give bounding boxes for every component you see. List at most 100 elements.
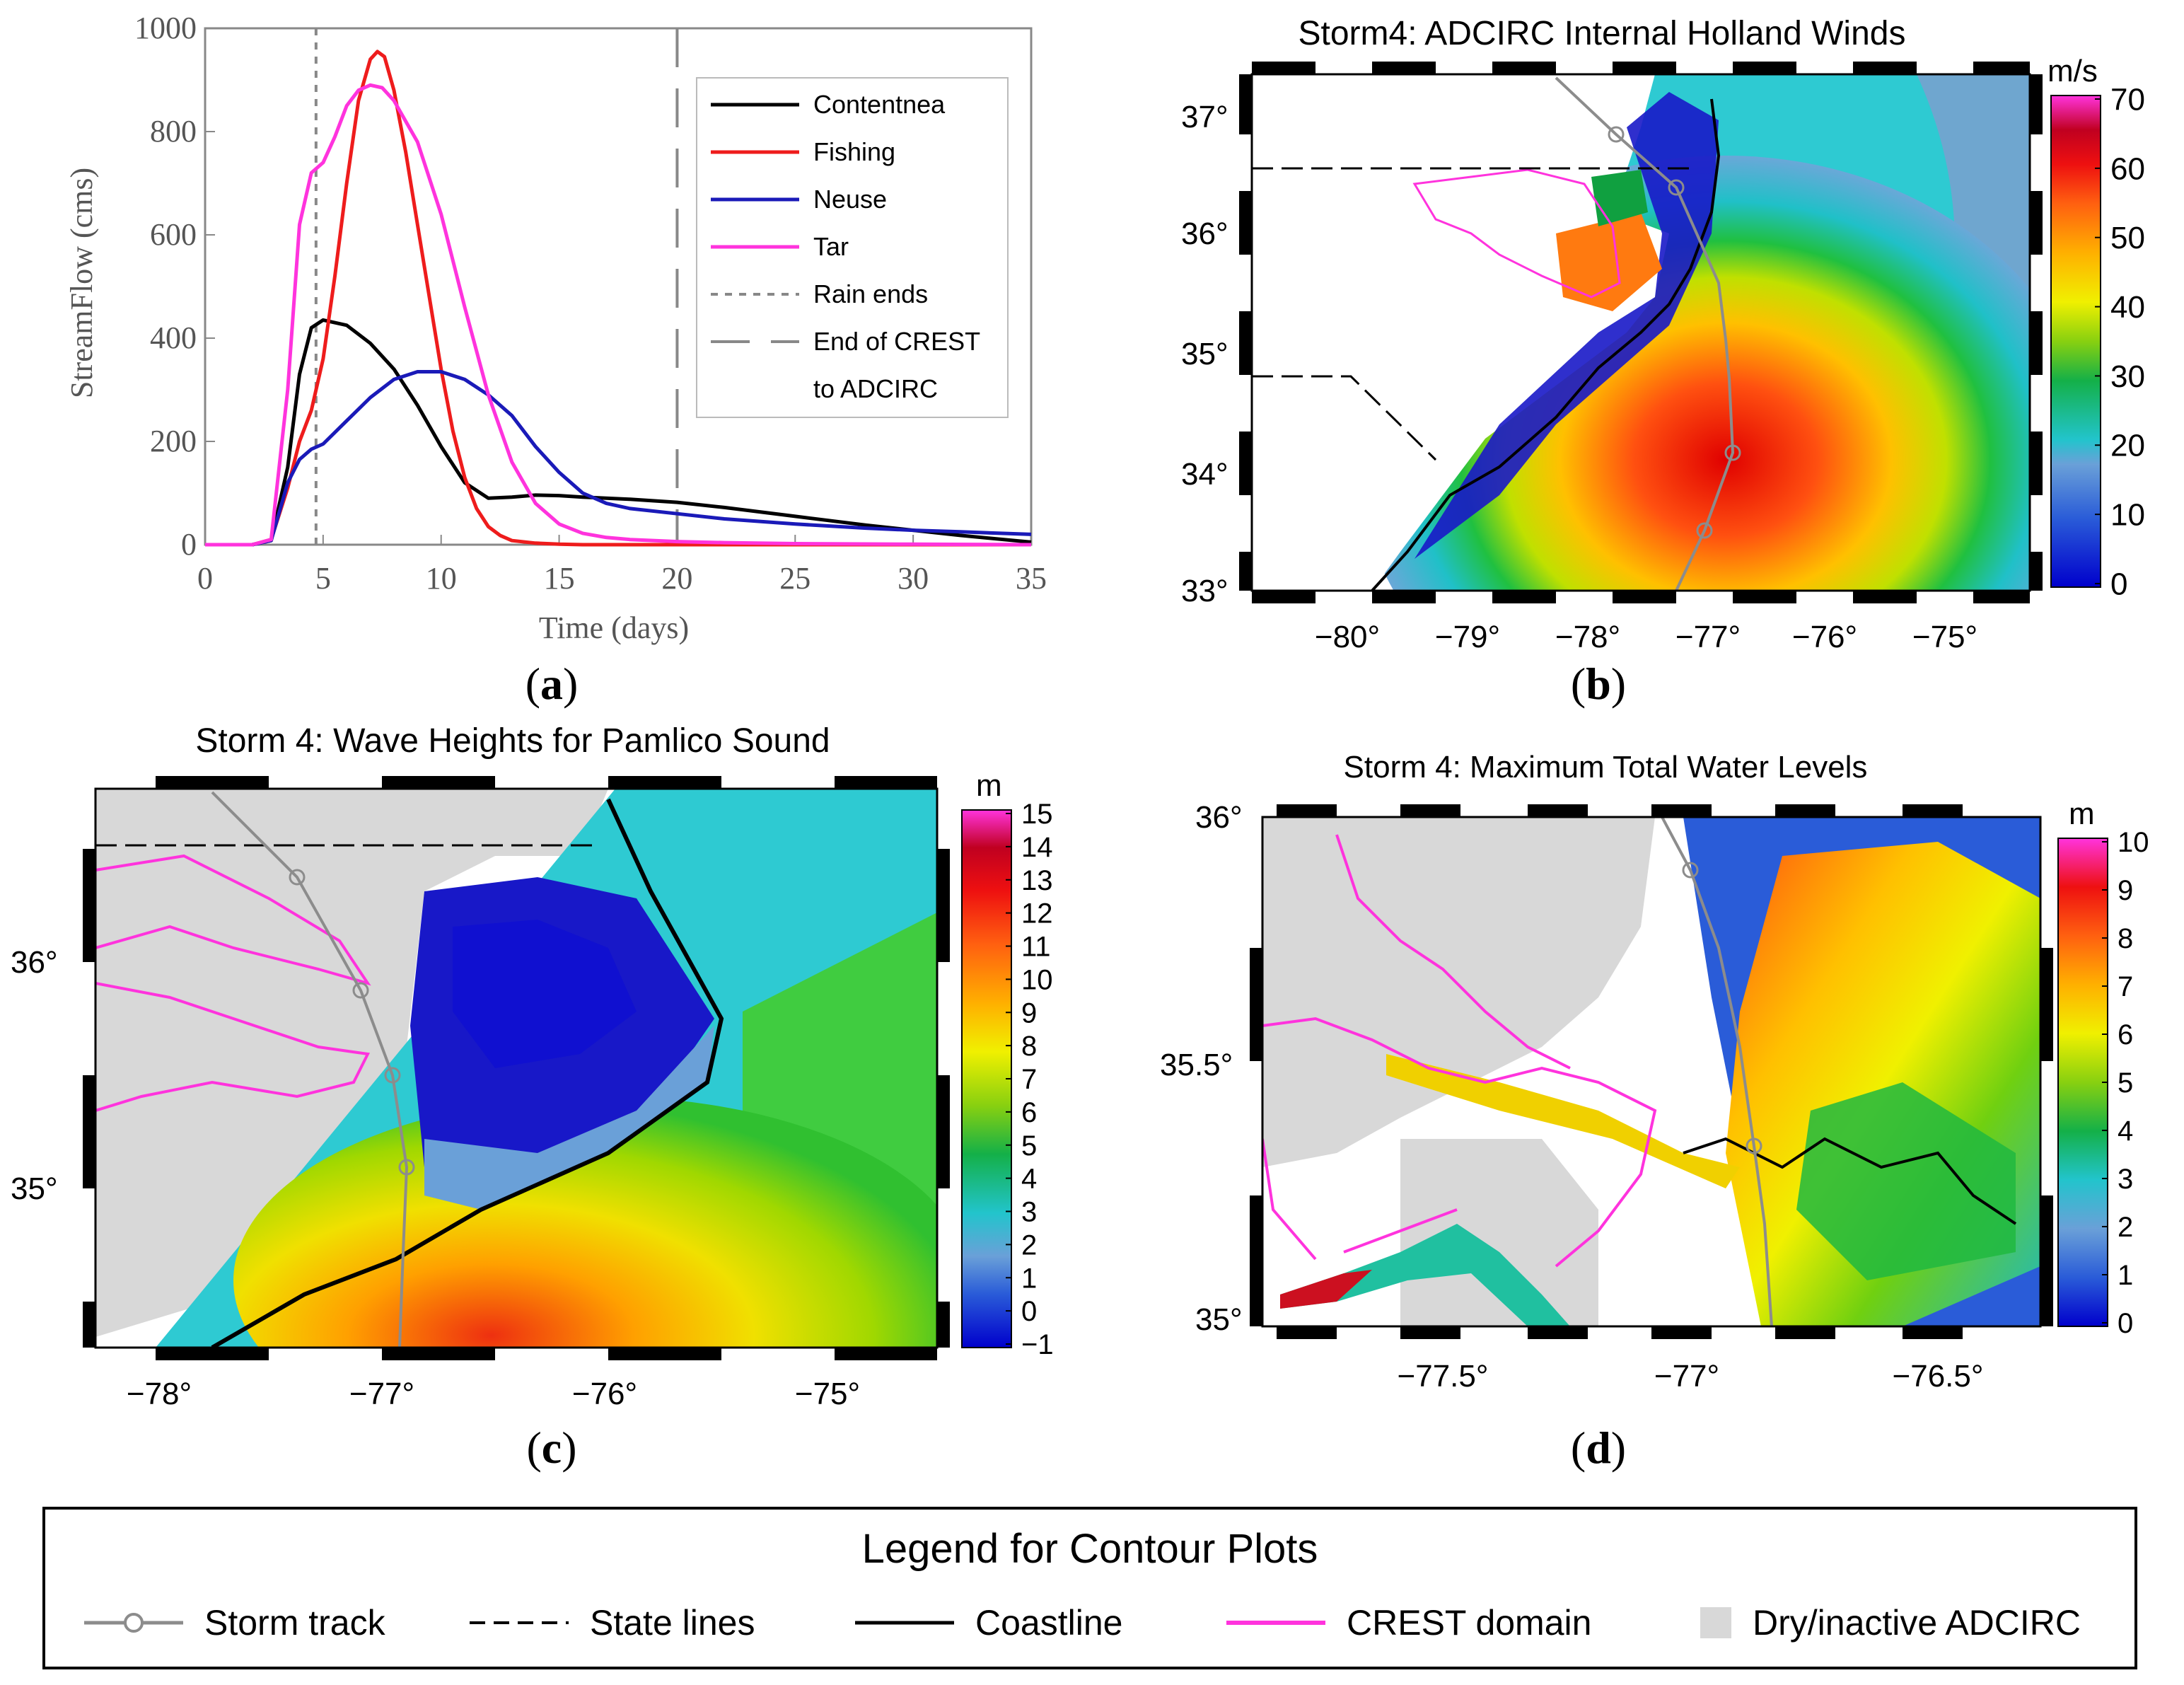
lon-tick-d: −77° (1654, 1359, 1719, 1394)
colorbar-tick-label: 10 (1021, 964, 1053, 995)
caption-c: (c) (526, 1423, 577, 1473)
x-tick-label: 30 (898, 561, 929, 596)
inland-water-b (1415, 92, 1719, 559)
legend-label-dry-inactive: Dry/inactive ADCIRC (1753, 1603, 2081, 1643)
colorbar-tick-label: 10 (2118, 827, 2149, 858)
crest-domain-b (1412, 168, 1621, 299)
colorbar-c (961, 809, 1012, 1348)
panel-d: Storm 4: Maximum Total Water Levels (1103, 714, 2184, 1473)
colorbar-tick-label: 10 (2110, 498, 2145, 533)
lat-tick-c: 36° (11, 945, 58, 980)
legend-item-storm-track: Storm track (84, 1602, 385, 1644)
map-frame-c (94, 787, 939, 1349)
colorbar-tick-label: 60 (2110, 151, 2145, 186)
river-surge-d (1386, 1054, 1740, 1188)
map-border-b (1239, 62, 2043, 603)
colorbar-tick-label: 9 (2118, 875, 2133, 906)
caption-d: (d) (1570, 1423, 1627, 1473)
state-line-b2 (1252, 375, 1437, 461)
crest-domain-c (95, 854, 371, 1112)
lat-tick-d: 36° (1195, 800, 1243, 835)
colorbar-tick-label: 20 (2110, 429, 2145, 463)
crest-domain-swatch (1226, 1621, 1325, 1625)
colorbar-tick-label: 7 (2118, 971, 2133, 1002)
series-fishing (205, 50, 1031, 547)
x-tick-label: 5 (315, 561, 331, 596)
colorbar-tick-label: 13 (1021, 865, 1053, 896)
wave-field (233, 1096, 937, 1348)
title-b: Storm4: ADCIRC Internal Holland Winds (1298, 15, 1906, 52)
lon-tick-b: −78° (1555, 620, 1620, 654)
map-border-c (83, 776, 950, 1360)
x-tick-label: 15 (544, 561, 575, 596)
colorbar-tick-label: 14 (1021, 832, 1053, 863)
caption-a: (a) (525, 659, 579, 709)
colorbar-unit-b: m/s (2047, 54, 2098, 88)
x-tick-label: 10 (426, 561, 457, 596)
colorbar-tick-label: 9 (1021, 997, 1037, 1029)
legend-label-storm-track: Storm track (204, 1603, 385, 1643)
legend-item-crest-domain: CREST domain (1226, 1602, 1591, 1644)
panel-c: Storm 4: Wave Heights for Pamlico Sound (0, 714, 1075, 1473)
y-axis-label: StreamFlow (cms) (64, 168, 99, 398)
colorbar-b (2050, 95, 2101, 588)
wave-map: 36° 35° −78° −77° −76° −75° m 1514131211… (11, 768, 1054, 1411)
streamflow-chart: 0 5 10 15 20 25 30 35 0 200 400 600 800 1000 StreamFl… (64, 11, 1047, 645)
legend-tar: Tar (813, 232, 849, 261)
y-tick-label: 0 (181, 527, 197, 562)
series-tar (205, 83, 1032, 547)
lon-tick-c: −76° (572, 1377, 637, 1411)
storm-track-c (211, 791, 409, 1348)
colorbar-tick-label: 0 (2110, 567, 2127, 601)
colorbar-tick-label: 1 (2118, 1260, 2133, 1291)
dry-area-d (1262, 817, 1655, 1167)
colorbar-tick-label: 4 (2118, 1116, 2133, 1147)
contour-legend: Legend for Contour Plots Storm track Sta… (42, 1507, 2137, 1669)
legend-label-state-lines: State lines (590, 1603, 755, 1643)
lat-tick-b: 34° (1181, 457, 1228, 492)
lon-tick-d: −76.5° (1893, 1359, 1984, 1394)
colorbar-tick-label: 8 (1021, 1031, 1037, 1062)
lon-tick-c: −77° (349, 1377, 414, 1411)
lat-tick-c: 35° (11, 1171, 58, 1206)
coastline-d (1683, 1137, 2017, 1225)
x-tick-label: 20 (661, 561, 692, 596)
legend-label-coastline: Coastline (975, 1603, 1123, 1643)
state-lines-swatch (470, 1621, 569, 1624)
colorbar-d (2057, 838, 2108, 1327)
legend-rain-ends: Rain ends (813, 279, 928, 308)
colorbar-tick-label: 3 (1021, 1197, 1037, 1228)
colorbar-tick-label: 0 (1021, 1296, 1037, 1327)
y-tick-label: 400 (150, 320, 197, 355)
colorbar-tick-label: 11 (1021, 932, 1051, 963)
x-tick-label: 25 (779, 561, 811, 596)
lon-tick-b: −77° (1675, 620, 1741, 654)
colorbar-tick-label: 8 (2118, 923, 2133, 954)
lat-tick-b: 37° (1181, 100, 1228, 134)
colorbar-tick-label: 5 (2118, 1067, 2133, 1099)
crest-domain-d (1262, 834, 1657, 1268)
lat-tick-d: 35.5° (1160, 1048, 1233, 1082)
panel-b: Storm4: ADCIRC Internal Holland Winds (1103, 0, 2184, 709)
legend-item-state-lines: State lines (470, 1602, 755, 1644)
y-tick-label: 800 (150, 114, 197, 149)
lat-tick-b: 33° (1181, 574, 1228, 608)
storm-track-b (1555, 76, 1735, 591)
colorbar-tick-label: 30 (2110, 359, 2145, 394)
colorbar-tick-label: 2 (2118, 1212, 2133, 1243)
coastline-swatch (855, 1621, 954, 1625)
storm-track-d (1661, 817, 1773, 1326)
colorbar-tick-label: 40 (2110, 290, 2145, 325)
x-tick-label: 0 (197, 561, 213, 596)
wind-map: 37° 36° 35° 34° 33° −80° −79° −78° −77° … (1181, 54, 2145, 654)
legend-label-crest-domain: CREST domain (1347, 1603, 1592, 1643)
contour-legend-title: Legend for Contour Plots (861, 1526, 1318, 1572)
y-tick-label: 600 (150, 217, 197, 252)
water-level-map: 36° 35.5° 35° −77.5° −77° −76.5° m 10987… (1160, 797, 2149, 1394)
colorbar-tick-label: −1 (1021, 1329, 1054, 1360)
map-border-d (1250, 804, 2053, 1339)
colorbar-tick-label: 7 (1021, 1064, 1037, 1095)
series-contentnea (205, 318, 1032, 547)
colorbar-tick-label: 6 (1021, 1097, 1037, 1128)
land-b (1252, 74, 1669, 591)
